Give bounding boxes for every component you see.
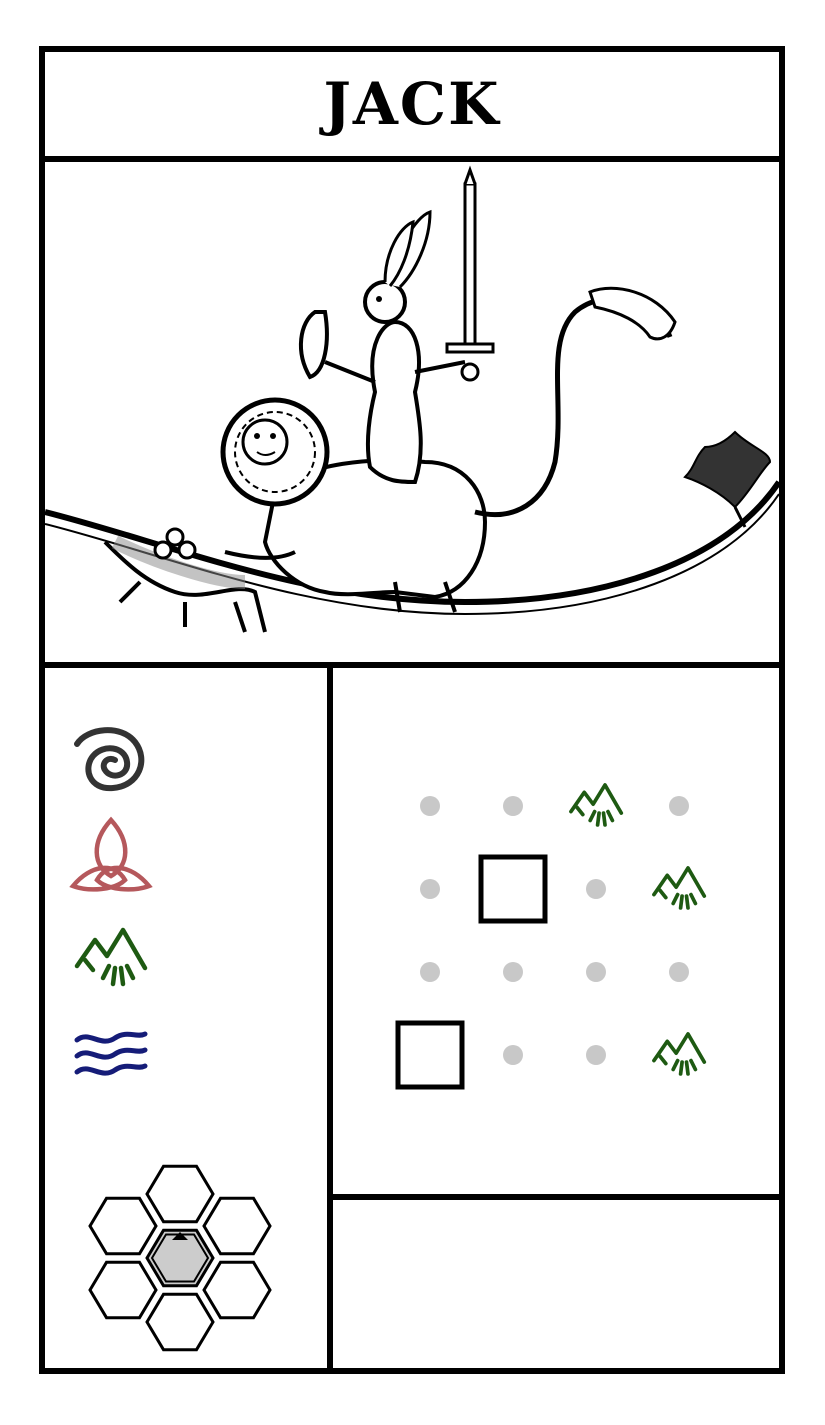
pattern-grid-svg	[395, 783, 707, 1090]
hex-center	[145, 1228, 215, 1288]
grid-dot	[420, 796, 440, 816]
pattern-grid	[333, 668, 779, 1194]
title-box: JACK	[45, 52, 779, 162]
grid-dot	[503, 962, 523, 982]
spiral-icon	[74, 727, 145, 792]
grid-square	[395, 1020, 465, 1090]
grid-dot	[669, 962, 689, 982]
grid-dot	[669, 796, 689, 816]
affinity-symbols	[45, 668, 327, 1118]
movement-hex-cluster	[85, 1152, 275, 1352]
movement-hex-svg	[88, 1164, 272, 1352]
grid-square	[478, 854, 548, 924]
card-illustration	[45, 162, 779, 662]
hex-lower-left	[88, 1260, 158, 1320]
divider-horizontal	[45, 662, 779, 668]
hex-bottom	[145, 1292, 215, 1352]
hex-center-inner	[150, 1233, 210, 1283]
mountain-sprout-icon	[74, 927, 148, 987]
hex-upper-left	[88, 1196, 158, 1256]
grid-dot	[503, 1045, 523, 1065]
hare-lion-illustration	[45, 165, 779, 633]
empty-text-box	[333, 1200, 779, 1368]
hex-lower-right	[202, 1260, 272, 1320]
grid-sprout-icon	[569, 783, 624, 827]
triquetra-icon	[69, 816, 153, 892]
grid-dot	[586, 1045, 606, 1065]
grid-dot	[586, 879, 606, 899]
divider-right	[333, 1194, 779, 1200]
grid-dot	[503, 796, 523, 816]
grid-dot	[420, 879, 440, 899]
hex-upper-right	[202, 1196, 272, 1256]
card-title: JACK	[323, 70, 501, 138]
grid-dot	[586, 962, 606, 982]
facing-arrow-icon	[172, 1232, 188, 1240]
water-waves-icon	[74, 1031, 148, 1076]
grid-sprout-icon	[652, 866, 707, 910]
hex-top	[145, 1164, 215, 1224]
divider-vertical	[327, 668, 333, 1368]
character-card: JACK	[39, 46, 785, 1374]
grid-sprout-icon	[652, 1032, 707, 1076]
grid-dot	[420, 962, 440, 982]
